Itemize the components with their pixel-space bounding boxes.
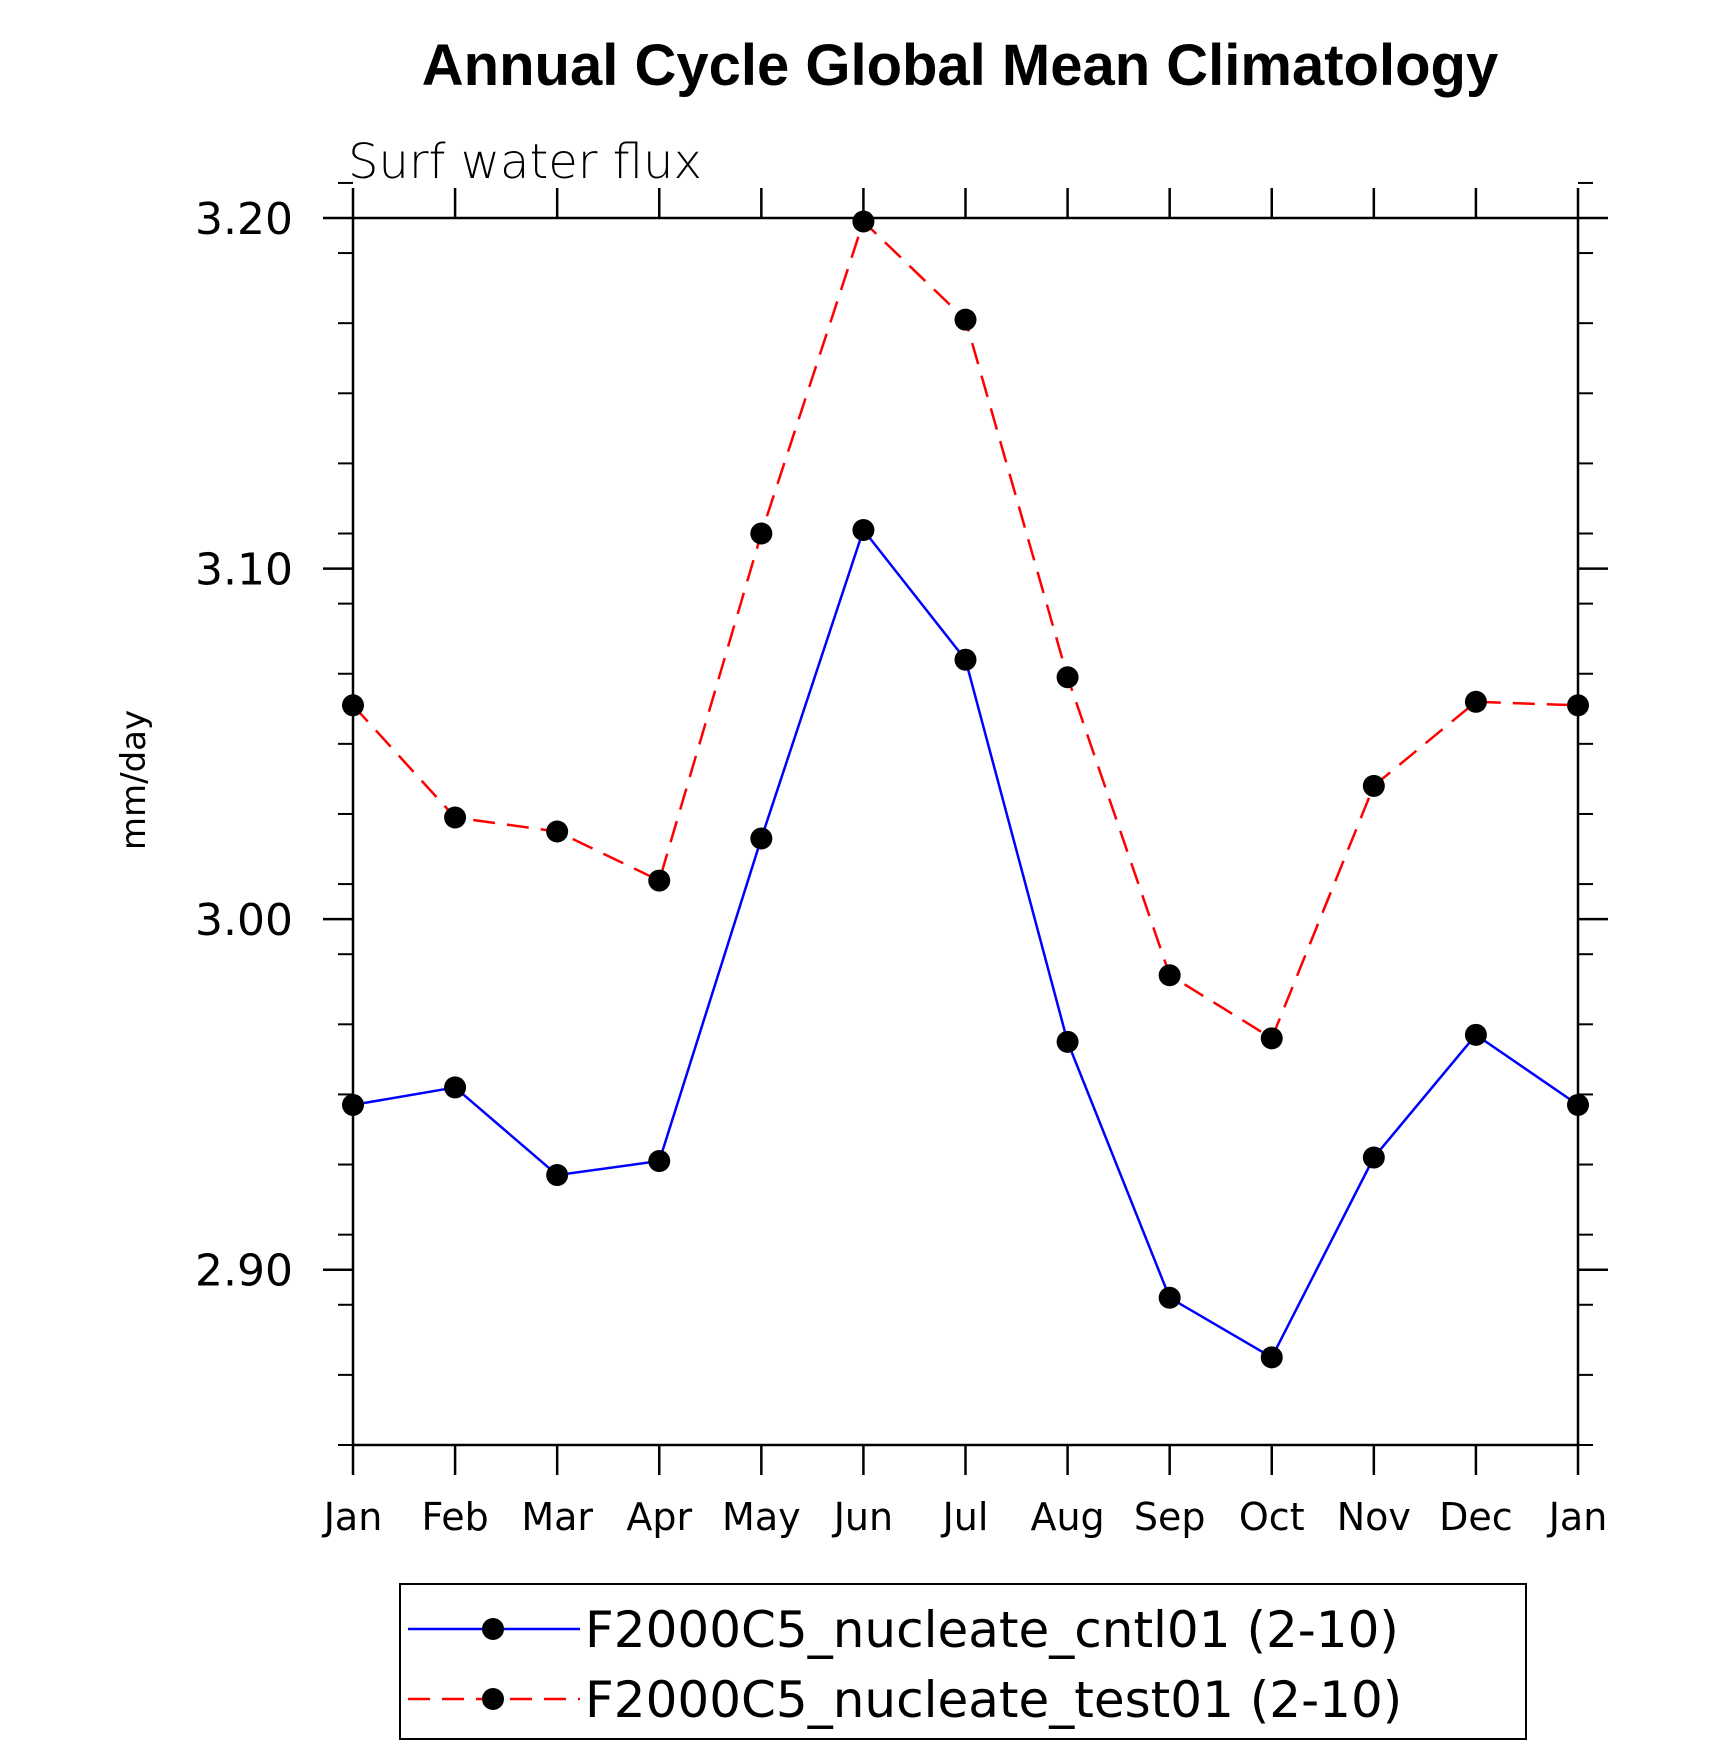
x-tick-label: Jun <box>832 1495 893 1539</box>
legend-label-2: F2000C5_nucleate_test01 (2-10) <box>585 1671 1402 1729</box>
x-tick-label: Jan <box>1547 1495 1608 1539</box>
plot-lines <box>352 219 1579 1360</box>
series-2-point <box>1260 1027 1283 1050</box>
legend: F2000C5_nucleate_cntl01 (2-10) F2000C5_nu… <box>399 1583 1527 1740</box>
y-tick-label: 2.90 <box>195 1246 293 1297</box>
series-2-point <box>750 522 773 545</box>
series-line-2 <box>352 219 1579 1041</box>
legend-marker-2 <box>482 1688 504 1710</box>
x-tick-label: Aug <box>1030 1495 1104 1539</box>
series-2-point <box>852 210 875 233</box>
series-1-point <box>750 827 773 850</box>
x-tick-label: Mar <box>521 1495 593 1539</box>
series-1-point <box>444 1076 467 1099</box>
series-1-point <box>546 1164 569 1187</box>
chart-title: Annual Cycle Global Mean Climatology <box>422 33 1498 98</box>
plot-markers <box>342 210 1589 1369</box>
series-1-point <box>852 519 875 542</box>
chart-subtitle: Surf water flux <box>348 134 702 190</box>
x-tick-label: Sep <box>1134 1495 1206 1539</box>
series-2-point <box>954 308 977 331</box>
x-tick-label: Apr <box>626 1495 692 1539</box>
series-1-point <box>1362 1146 1385 1169</box>
series-1-point <box>342 1093 364 1116</box>
x-tick-label: Jan <box>322 1495 383 1539</box>
x-tick-label: Jul <box>941 1495 989 1539</box>
series-2-point <box>1158 964 1181 987</box>
legend-label-1: F2000C5_nucleate_cntl01 (2-10) <box>585 1601 1399 1659</box>
y-tick-label: 3.20 <box>195 194 293 245</box>
series-1-point <box>1464 1023 1487 1046</box>
x-tick-label: Dec <box>1439 1495 1513 1539</box>
series-2-point <box>1362 774 1385 797</box>
x-tick-label: Feb <box>421 1495 488 1539</box>
legend-marker-1 <box>482 1618 504 1640</box>
y-axis-label: mm/day <box>114 710 154 850</box>
x-tick-label: Nov <box>1337 1495 1411 1539</box>
series-2-point <box>1464 690 1487 713</box>
series-2-point <box>1567 694 1589 717</box>
series-2-point <box>1056 666 1079 689</box>
series-1-point <box>1567 1093 1589 1116</box>
x-tick-label: Oct <box>1239 1495 1305 1539</box>
series-1-point <box>954 648 977 671</box>
y-tick-label: 3.10 <box>195 545 293 596</box>
series-2-point <box>648 869 671 892</box>
series-1-point <box>648 1150 671 1173</box>
axes: 2.90 3.00 3.10 3.20 Jan Feb Mar Apr May Jun Jul Aug… <box>195 181 1608 1539</box>
legend-box <box>399 1583 1527 1740</box>
series-2-point <box>546 820 569 843</box>
series-1-point <box>1260 1346 1283 1369</box>
series-2-point <box>444 806 467 829</box>
series-1-point <box>1056 1030 1079 1053</box>
x-tick-label: May <box>722 1495 801 1539</box>
series-1-point <box>1158 1286 1181 1309</box>
y-tick-label: 3.00 <box>195 895 293 946</box>
series-2-point <box>342 694 364 717</box>
